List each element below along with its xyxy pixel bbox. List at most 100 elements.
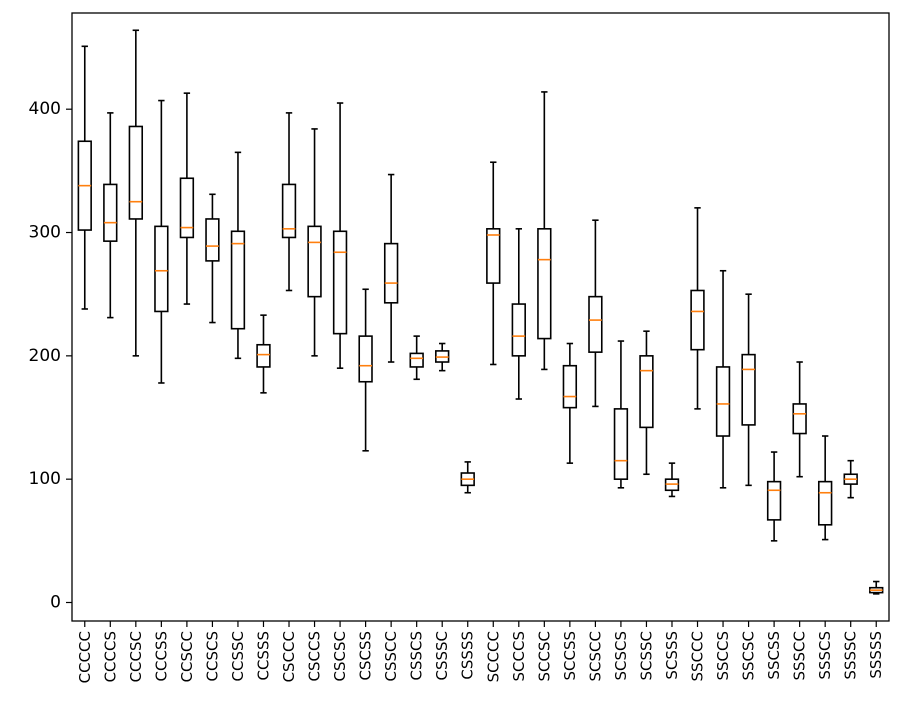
box-group-CSCCC xyxy=(281,112,297,292)
box-group-CCSSS xyxy=(256,314,271,394)
box-group-SCSCC xyxy=(588,219,603,408)
box-group-SSSCC xyxy=(792,361,807,478)
x-tick-label: SCCCC xyxy=(484,631,502,682)
box-iqr xyxy=(486,228,501,284)
box-group-CSSCC xyxy=(383,173,399,363)
box-iqr xyxy=(179,177,195,239)
box-group-CCCCC xyxy=(77,45,92,310)
x-tick-label: CSCCC xyxy=(280,631,298,682)
box-group-CCCSS xyxy=(154,99,169,384)
box-iqr xyxy=(715,366,731,437)
box-iqr xyxy=(256,343,271,368)
box-group-CSSSC xyxy=(435,342,450,372)
y-tick-label: 400 xyxy=(29,99,61,119)
x-tick-label: CCCCS xyxy=(101,631,119,682)
box-iqr xyxy=(511,303,526,357)
x-tick-label: CCCSS xyxy=(152,631,170,681)
box-group-CCSSC xyxy=(230,151,246,360)
box-group-SCCSC xyxy=(537,91,552,371)
box-iqr xyxy=(154,225,169,313)
box-iqr xyxy=(639,355,654,429)
box-iqr xyxy=(817,480,833,526)
x-tick-label: CCCCC xyxy=(76,631,94,683)
box-iqr xyxy=(409,352,424,368)
x-tick-label: SCCCS xyxy=(510,631,528,681)
box-group-CSSCS xyxy=(409,335,424,381)
y-tick-label: 0 xyxy=(50,593,61,613)
y-axis: 0 100 200 300 400 xyxy=(29,99,72,613)
x-tick-label: CSSCC xyxy=(382,631,400,681)
box-group-SCCCS xyxy=(511,228,526,400)
x-tick-label: SSCSS xyxy=(765,631,783,680)
y-tick-label: 200 xyxy=(29,346,61,366)
box-group-SCSSC xyxy=(639,330,654,476)
box-iqr xyxy=(358,335,373,383)
box-group-SSSSC xyxy=(843,459,858,499)
y-tick-label: 300 xyxy=(29,223,61,243)
x-tick-label: SSSSS xyxy=(867,631,885,679)
box-iqr xyxy=(562,364,578,409)
x-axis: CCCCC CCCCS CCCSC CCCSS CCSCC CCSCS CCSSC CCSSS… xyxy=(76,621,885,683)
box-iqr xyxy=(103,183,118,242)
x-tick-label: CCSCC xyxy=(178,631,196,682)
box-group-SSCSS xyxy=(766,451,782,542)
x-tick-label: SSSCS xyxy=(816,631,834,680)
box-iqr xyxy=(741,353,756,426)
box-group-CSSSS xyxy=(460,461,475,494)
x-tick-label: CCCSC xyxy=(127,631,145,682)
box-group-SSSCS xyxy=(817,435,833,541)
box-iqr xyxy=(307,225,322,298)
box-group-CSCSS xyxy=(358,288,373,452)
x-tick-label: CCSSC xyxy=(229,631,247,681)
box-iqr xyxy=(613,408,629,480)
x-tick-label: CSSSS xyxy=(459,631,477,680)
box-group-SSCSC xyxy=(741,293,756,487)
box-iqr xyxy=(281,183,297,239)
box-group-CSCSC xyxy=(332,102,348,369)
x-tick-label: SSSSC xyxy=(842,631,860,680)
plot-frame xyxy=(71,12,890,622)
boxes-layer xyxy=(77,29,884,595)
box-iqr xyxy=(383,242,399,304)
x-tick-label: SCCSC xyxy=(535,631,553,681)
x-tick-label: CCSSS xyxy=(254,631,272,681)
x-tick-label: SSCSC xyxy=(740,631,758,681)
box-iqr xyxy=(332,230,348,335)
box-group-CCSCC xyxy=(179,92,195,305)
box-group-SCSSS xyxy=(664,462,680,498)
x-tick-label: CSSSC xyxy=(433,631,451,681)
x-tick-label: SCCSS xyxy=(561,631,579,681)
box-group-SSCCS xyxy=(715,269,731,489)
box-iqr xyxy=(690,289,705,351)
x-tick-label: SCSCS xyxy=(612,631,630,681)
x-tick-label: SCSSS xyxy=(663,631,681,680)
box-iqr xyxy=(766,480,782,521)
box-group-CCSCS xyxy=(205,193,220,324)
x-tick-label: CSCSC xyxy=(331,631,349,681)
box-iqr xyxy=(230,230,246,330)
x-tick-label: CSCSS xyxy=(357,631,375,681)
x-tick-label: SCSCC xyxy=(586,631,604,681)
box-group-CSCCS xyxy=(307,128,322,357)
box-iqr xyxy=(792,403,807,435)
box-group-SSSSS xyxy=(869,580,884,595)
box-group-SCSCS xyxy=(613,340,629,489)
y-tick-label: 100 xyxy=(29,469,61,489)
box-iqr xyxy=(205,218,220,262)
x-tick-label: CCSCS xyxy=(203,631,221,681)
box-group-SSCCC xyxy=(690,207,705,410)
x-tick-label: CSSCS xyxy=(408,631,426,681)
x-tick-label: SCSSC xyxy=(637,631,655,681)
x-tick-label: SSCCS xyxy=(714,631,732,681)
box-group-CCCSC xyxy=(128,29,144,357)
box-iqr xyxy=(128,125,144,220)
box-group-SCCSS xyxy=(562,342,578,464)
box-iqr xyxy=(588,295,603,353)
x-tick-label: CSCCS xyxy=(306,631,324,681)
box-group-SCCCC xyxy=(486,161,501,366)
box-group-CCCCS xyxy=(103,112,118,319)
box-iqr xyxy=(537,228,552,340)
x-tick-label: SSSCC xyxy=(791,631,809,681)
